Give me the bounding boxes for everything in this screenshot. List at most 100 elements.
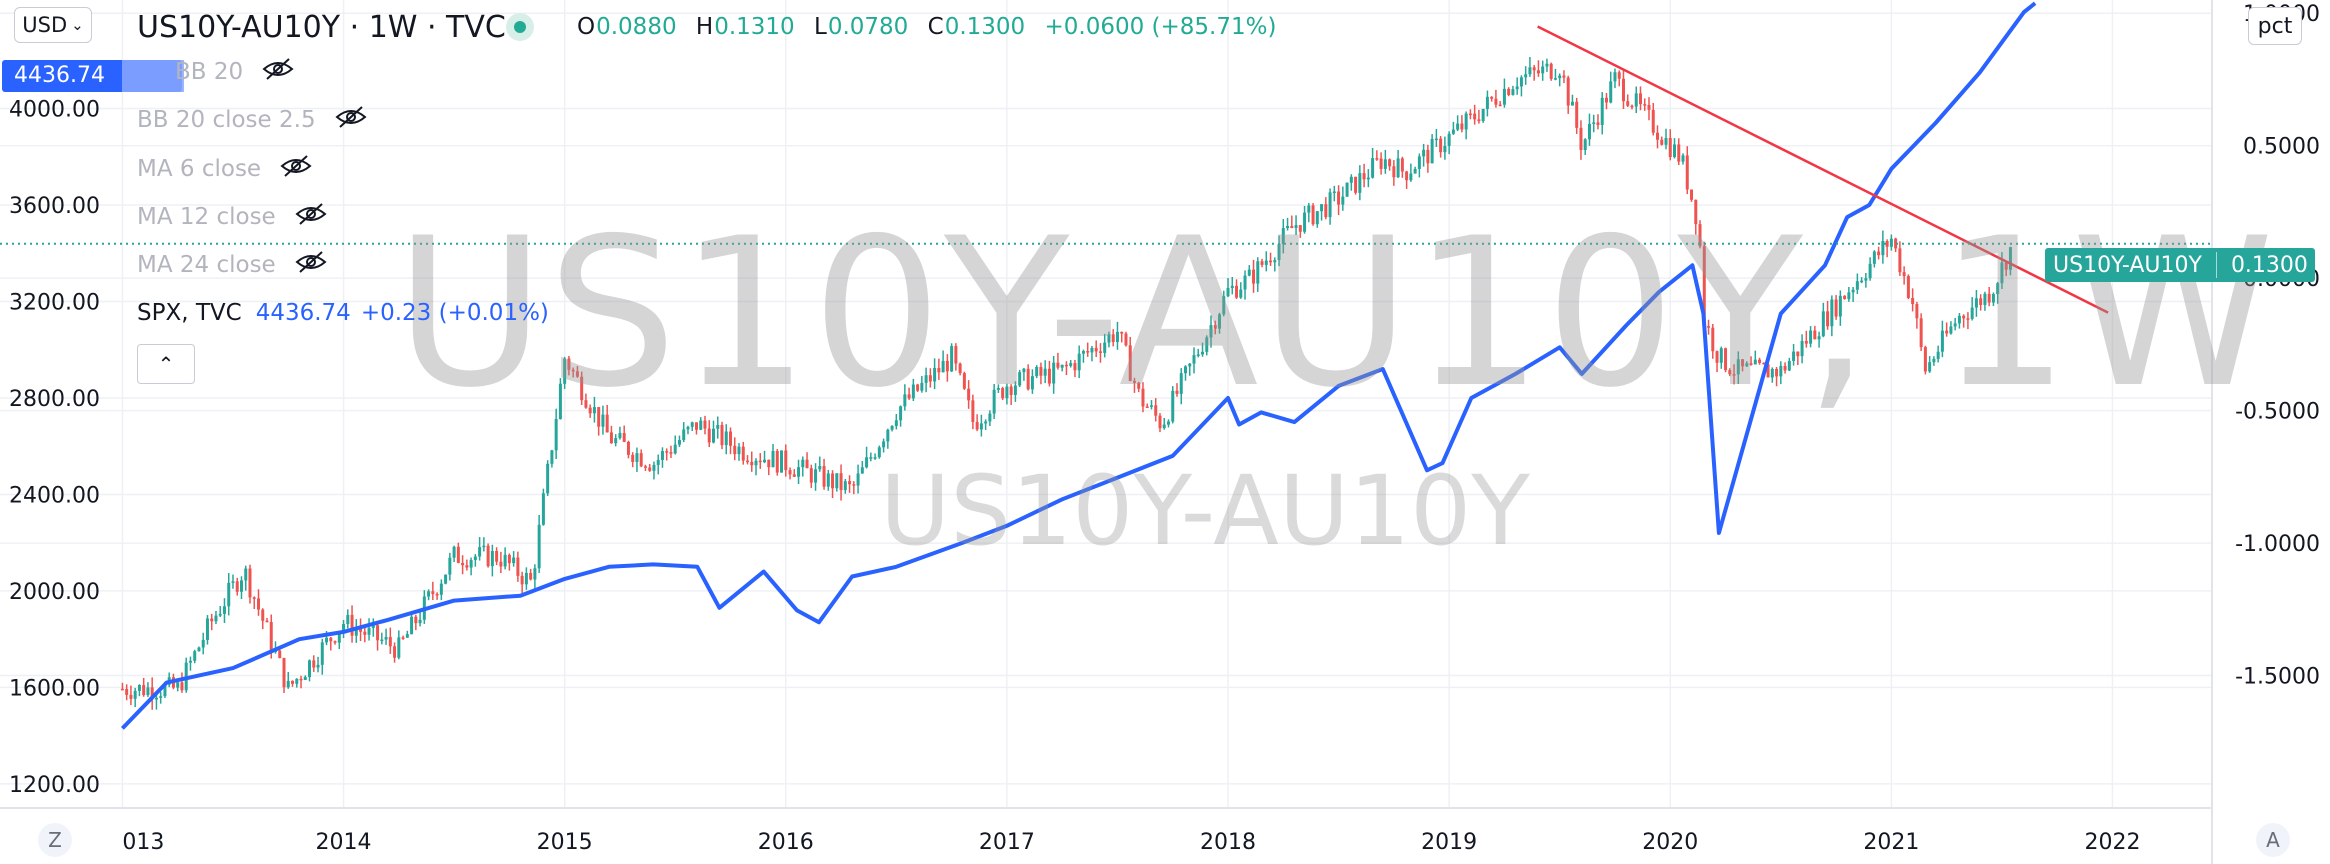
candle (1222, 296, 1226, 315)
candle (512, 557, 516, 564)
timezone-button[interactable]: Z (38, 823, 72, 857)
eye-hidden-icon[interactable] (294, 250, 328, 280)
candle (1885, 241, 1889, 247)
candle (529, 572, 533, 580)
left-axis-tick-label: 3200.00 (9, 290, 100, 315)
time-axis-tick-label: 013 (122, 830, 164, 855)
candle (1409, 173, 1413, 181)
candle (1604, 97, 1608, 103)
candle (899, 406, 903, 421)
currency-selector[interactable]: USD ⌄ (14, 7, 92, 43)
candle (826, 473, 830, 487)
candle (763, 459, 767, 463)
candle (945, 360, 949, 372)
collapse-legend-button[interactable]: ⌃ (137, 344, 195, 384)
auto-scale-button[interactable]: A (2256, 823, 2290, 857)
candle (1702, 246, 1706, 327)
candle (1592, 122, 1596, 124)
candle (1405, 171, 1409, 181)
candle (448, 557, 452, 575)
candle (235, 581, 239, 592)
candle (694, 422, 698, 430)
candle (954, 346, 958, 364)
indicator-row-bb20-close[interactable]: BB 20 close 2.5 (137, 105, 368, 135)
candle (1621, 78, 1625, 102)
candle (554, 419, 558, 451)
candle (1468, 113, 1472, 116)
eye-hidden-icon[interactable] (294, 202, 328, 232)
candle (767, 459, 771, 468)
candle (444, 574, 448, 584)
candle (1996, 283, 2000, 295)
candle (975, 422, 979, 430)
candle (1821, 311, 1825, 337)
candle (1154, 405, 1158, 416)
candle (1800, 340, 1804, 357)
candle (771, 450, 775, 468)
indicator-row-ma6[interactable]: MA 6 close (137, 154, 313, 184)
candle (1745, 363, 1749, 367)
candle (1792, 351, 1796, 361)
candle (626, 441, 630, 455)
candle (205, 618, 209, 640)
candle (222, 606, 226, 614)
candle (1940, 330, 1944, 352)
left-axis-tick-label: 2000.00 (9, 580, 100, 605)
scale-mode-button[interactable]: pct (2248, 7, 2302, 45)
candle (733, 445, 737, 455)
candle (1660, 139, 1664, 145)
candle (1626, 101, 1630, 106)
candle (1558, 75, 1562, 79)
candle (911, 384, 915, 399)
time-axis-tick-label: 2021 (1863, 830, 1919, 855)
left-axis-tick-label: 1600.00 (9, 676, 100, 701)
candle (384, 636, 388, 640)
candle (1294, 225, 1298, 229)
eye-hidden-icon[interactable] (261, 57, 295, 87)
candle (1817, 336, 1821, 340)
time-axis-tick-label: 2016 (758, 830, 814, 855)
candle (1889, 238, 1893, 247)
candle (320, 642, 324, 665)
indicator-label: MA 12 close (137, 204, 276, 230)
candle (1524, 74, 1528, 78)
candle (1137, 382, 1141, 389)
candle (1911, 297, 1915, 304)
candle (1732, 374, 1736, 376)
candle (1698, 224, 1702, 247)
candle (252, 597, 256, 599)
candle (490, 550, 494, 567)
indicator-label: MA 24 close (137, 252, 276, 278)
candle (1813, 330, 1817, 340)
candle (120, 688, 124, 691)
candle (1439, 138, 1443, 153)
eye-hidden-icon[interactable] (334, 105, 368, 135)
spx-price-tag-value: 4436.74 (14, 63, 105, 88)
candle (1783, 365, 1787, 371)
candle (1762, 362, 1766, 365)
eye-hidden-icon[interactable] (279, 154, 313, 184)
candle (1056, 362, 1060, 368)
candle (1872, 251, 1876, 264)
market-status-icon[interactable] (506, 13, 534, 41)
candle (1519, 77, 1523, 87)
candle (1039, 366, 1043, 376)
candle (388, 636, 392, 647)
candle (1324, 204, 1328, 218)
candle (1498, 104, 1502, 107)
symbol-title[interactable]: US10Y-AU10Y · 1W · TVC (137, 10, 506, 45)
candle (1115, 331, 1119, 343)
candle (805, 459, 809, 469)
candle (418, 619, 422, 624)
candle (1507, 88, 1511, 95)
candle (801, 459, 805, 468)
indicator-row-ma24[interactable]: MA 24 close (137, 250, 328, 280)
indicator-row-ma12[interactable]: MA 12 close (137, 202, 328, 232)
indicator-row-bb20[interactable]: BB 20 (137, 57, 295, 87)
candle (822, 466, 826, 487)
candle (1477, 119, 1481, 122)
spx-legend[interactable]: SPX, TVC 4436.74 +0.23 (+0.01%) (137, 300, 549, 326)
candle (992, 389, 996, 414)
